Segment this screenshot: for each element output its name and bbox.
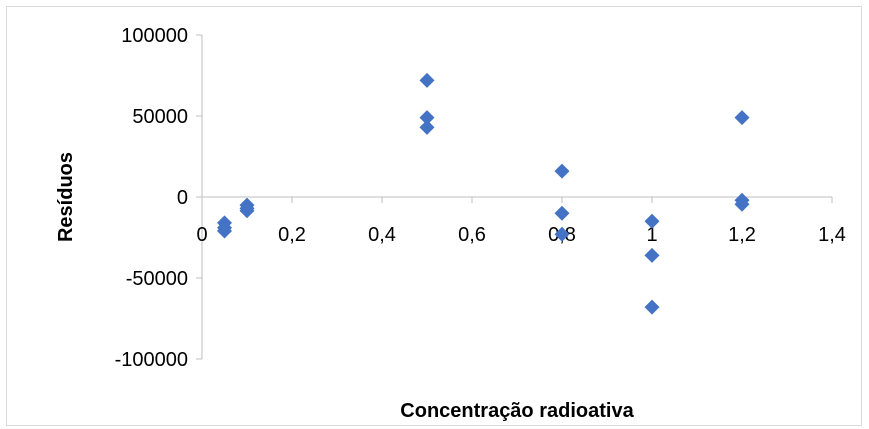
data-points xyxy=(217,72,750,315)
data-point xyxy=(554,163,570,179)
y-tick-label: 100000 xyxy=(121,25,188,47)
y-tick-label: 0 xyxy=(177,187,188,209)
data-point xyxy=(734,196,750,212)
data-point xyxy=(644,299,660,315)
x-tick-label: 1,4 xyxy=(818,224,846,246)
data-point xyxy=(419,72,435,88)
y-axis-title: Resíduos xyxy=(55,152,77,242)
x-tick-label: 0,4 xyxy=(368,224,396,246)
x-tick-label: 0 xyxy=(196,224,207,246)
chart-frame xyxy=(6,6,862,426)
data-point xyxy=(239,203,255,219)
data-point xyxy=(419,119,435,135)
x-tick-label: 1 xyxy=(646,224,657,246)
data-point xyxy=(644,247,660,263)
y-tick-label: -100000 xyxy=(115,349,188,371)
data-point xyxy=(419,110,435,126)
axes xyxy=(201,35,832,359)
data-point xyxy=(644,213,660,229)
x-axis-title: Concentração radioativa xyxy=(400,400,634,422)
x-tick-label: 0,2 xyxy=(278,224,306,246)
y-tick-label: 50000 xyxy=(132,106,188,128)
x-tick-label: 0,6 xyxy=(458,224,486,246)
data-point xyxy=(734,110,750,126)
data-point xyxy=(554,205,570,221)
data-point xyxy=(554,226,570,242)
y-axis-ticks: 100000 50000 0 -50000 -100000 xyxy=(115,25,202,371)
y-tick-label: -50000 xyxy=(126,268,188,290)
data-point xyxy=(217,223,232,239)
x-tick-label: 1,2 xyxy=(728,224,756,246)
